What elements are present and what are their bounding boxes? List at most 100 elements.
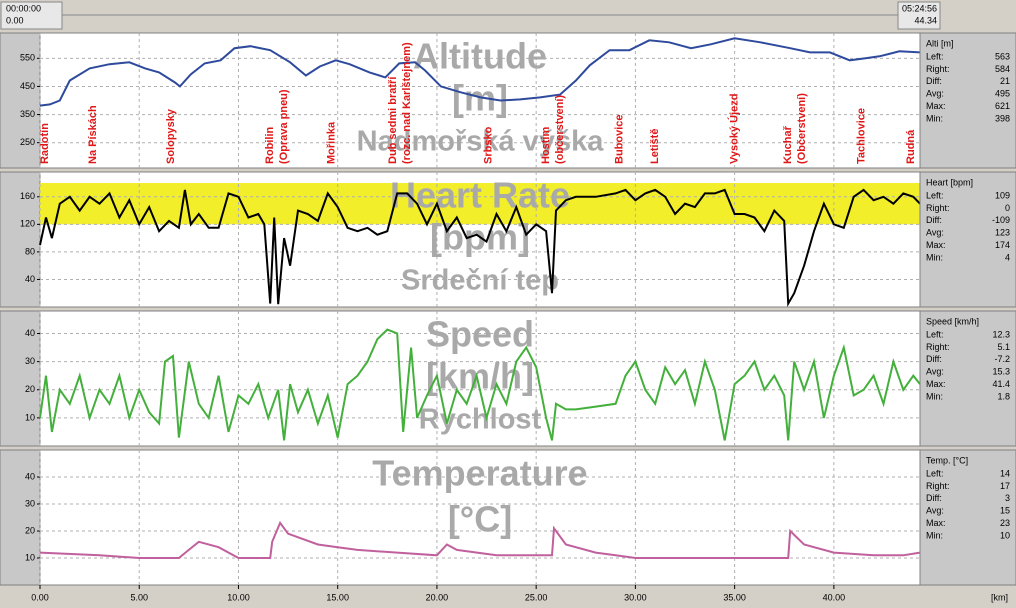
info-value: -109 — [992, 215, 1010, 225]
info-value: -7.2 — [994, 354, 1010, 364]
info-value: 563 — [995, 51, 1010, 61]
y-tick-label: 350 — [20, 109, 35, 119]
waypoint-label: Robilin — [264, 126, 276, 164]
info-panel — [919, 32, 1016, 169]
info-value: 17 — [1000, 481, 1010, 491]
info-label: Left: — [926, 329, 944, 339]
waypoint-label: Vysoký Újezd — [728, 93, 741, 164]
waypoint-label: Dub sedmi bratří — [387, 76, 399, 164]
x-tick-label: 30.00 — [624, 592, 647, 602]
info-label: Diff: — [926, 215, 942, 225]
watermark-title: [°C] — [448, 499, 512, 540]
x-tick-label: 15.00 — [326, 592, 349, 602]
series-line — [39, 328, 921, 441]
info-label: Min: — [926, 252, 943, 262]
x-tick-label: 35.00 — [723, 592, 746, 602]
info-label: Avg: — [926, 228, 944, 238]
info-value: 174 — [995, 240, 1010, 250]
info-title: Heart [bpm] — [926, 177, 973, 187]
info-label: Avg: — [926, 506, 944, 516]
end-box — [897, 1, 941, 30]
y-tick-label: 10 — [25, 552, 35, 562]
watermark-title: Rychlost — [419, 404, 542, 436]
info-label: Diff: — [926, 76, 942, 86]
info-value: 3 — [1005, 493, 1010, 503]
x-tick-label: 0.00 — [31, 592, 49, 602]
info-value: 0 — [1005, 203, 1010, 213]
y-tick-label: 450 — [20, 81, 35, 91]
y-tick-label: 30 — [25, 498, 35, 508]
watermark-title: Heart Rate — [390, 175, 570, 216]
info-label: Left: — [926, 190, 944, 200]
info-panel — [919, 449, 1016, 586]
y-tick-label: 550 — [20, 53, 35, 63]
x-tick-label: 10.00 — [227, 592, 250, 602]
info-value: 621 — [995, 101, 1010, 111]
info-label: Diff: — [926, 354, 942, 364]
waypoint-label: Tachlovice — [856, 108, 868, 164]
info-value: 14 — [1000, 468, 1010, 478]
y-gutter — [0, 449, 41, 586]
info-value: 1.8 — [997, 391, 1010, 401]
y-gutter — [0, 171, 41, 308]
end-time: 05:24:56 — [902, 3, 937, 13]
waypoint-label: Radotín — [39, 123, 51, 164]
watermark-title: Nadmořská výška — [357, 126, 605, 158]
waypoint-label: Na Pískách — [87, 105, 99, 164]
waypoint-label: (Občerstvení) — [796, 93, 808, 164]
info-label: Min: — [926, 391, 943, 401]
y-tick-label: 20 — [25, 525, 35, 535]
info-label: Right: — [926, 481, 950, 491]
watermark-title: Speed — [426, 314, 534, 355]
start-km: 0.00 — [6, 15, 24, 25]
x-tick-label: 40.00 — [823, 592, 846, 602]
info-value: 23 — [1000, 518, 1010, 528]
x-tick-label: 25.00 — [525, 592, 548, 602]
info-panel — [919, 310, 1016, 447]
info-label: Right: — [926, 203, 950, 213]
end-km: 44.34 — [914, 15, 937, 25]
info-value: 21 — [1000, 76, 1010, 86]
watermark-title: Temperature — [372, 453, 587, 494]
x-tick-label: 5.00 — [130, 592, 148, 602]
y-gutter — [0, 310, 41, 447]
info-title: Alti [m] — [926, 38, 954, 48]
info-label: Right: — [926, 64, 950, 74]
start-time: 00:00:00 — [6, 3, 41, 13]
info-value: 12.3 — [992, 329, 1010, 339]
y-tick-label: 20 — [25, 384, 35, 394]
info-value: 10 — [1000, 530, 1010, 540]
watermark-title: Altitude — [413, 36, 547, 77]
info-label: Max: — [926, 518, 946, 528]
info-label: Min: — [926, 113, 943, 123]
info-value: 15 — [1000, 506, 1010, 516]
x-axis-label: [km] — [991, 592, 1008, 602]
series-line — [39, 188, 921, 308]
info-title: Speed [km/h] — [926, 316, 979, 326]
info-value: 41.4 — [992, 379, 1010, 389]
waypoint-label: Kuchař — [782, 125, 794, 164]
y-tick-label: 40 — [25, 328, 35, 338]
info-value: 4 — [1005, 252, 1010, 262]
info-label: Max: — [926, 240, 946, 250]
info-label: Min: — [926, 530, 943, 540]
info-label: Diff: — [926, 493, 942, 503]
info-title: Temp. [°C] — [926, 455, 968, 465]
waypoint-label: (Oprava pneu) — [278, 89, 290, 164]
waypoint-label: Mořinka — [326, 121, 338, 164]
waypoint-label: Hostim — [540, 127, 552, 165]
info-label: Avg: — [926, 89, 944, 99]
y-tick-label: 10 — [25, 412, 35, 422]
waypoint-label: Letiště — [649, 129, 661, 164]
watermark-title: Srdeční tep — [401, 265, 559, 297]
info-label: Max: — [926, 379, 946, 389]
start-box — [0, 1, 63, 30]
y-tick-label: 160 — [20, 191, 35, 201]
waypoint-label: (občerstvení) — [554, 95, 566, 164]
series-line — [39, 520, 921, 559]
waypoint-label: Rudná — [905, 129, 917, 164]
series-line — [39, 37, 921, 107]
waypoint-label: Srbsko — [482, 126, 494, 164]
info-label: Avg: — [926, 367, 944, 377]
